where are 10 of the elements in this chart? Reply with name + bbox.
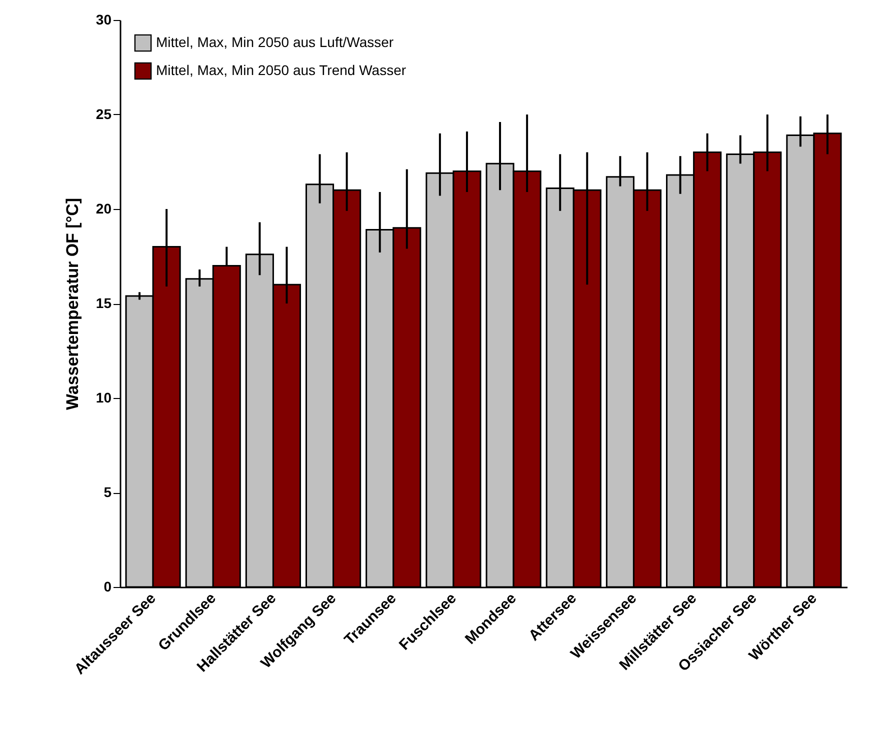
y-tick-label: 30: [96, 12, 112, 28]
y-tick-label: 10: [96, 390, 112, 406]
y-tick-label: 20: [96, 200, 112, 216]
legend-label: Mittel, Max, Min 2050 aus Trend Wasser: [156, 62, 406, 78]
y-tick-label: 5: [104, 484, 112, 500]
y-axis-title: Wassertemperatur OF [°C]: [62, 198, 82, 410]
y-tick-label: 15: [96, 295, 112, 311]
y-tick-label: 25: [96, 106, 112, 122]
legend-label: Mittel, Max, Min 2050 aus Luft/Wasser: [156, 34, 394, 50]
y-tick-label: 0: [104, 578, 112, 594]
